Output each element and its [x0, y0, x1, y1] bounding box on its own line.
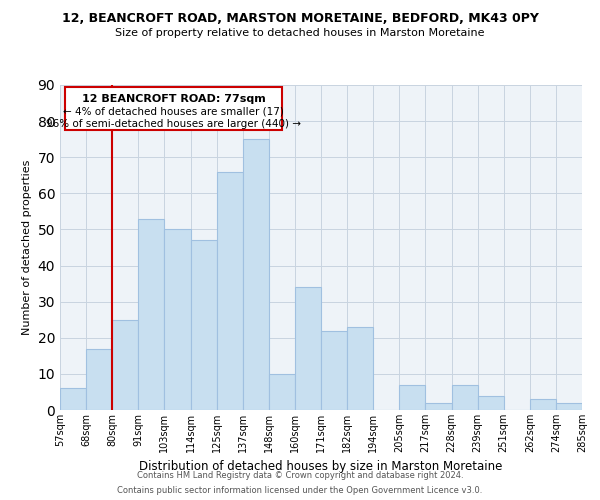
- Bar: [478, 396, 504, 410]
- X-axis label: Distribution of detached houses by size in Marston Moretaine: Distribution of detached houses by size …: [139, 460, 503, 473]
- Bar: [217, 172, 243, 410]
- Bar: [269, 374, 295, 410]
- Bar: [400, 384, 425, 410]
- Bar: [243, 139, 269, 410]
- Bar: [164, 230, 191, 410]
- Text: Contains public sector information licensed under the Open Government Licence v3: Contains public sector information licen…: [118, 486, 482, 495]
- Text: Contains HM Land Registry data © Crown copyright and database right 2024.: Contains HM Land Registry data © Crown c…: [137, 471, 463, 480]
- Text: 96% of semi-detached houses are larger (440) →: 96% of semi-detached houses are larger (…: [46, 120, 301, 130]
- Bar: [139, 218, 164, 410]
- FancyBboxPatch shape: [65, 87, 282, 130]
- Bar: [86, 348, 112, 410]
- Bar: [295, 287, 321, 410]
- Bar: [321, 330, 347, 410]
- Bar: [60, 388, 86, 410]
- Bar: [556, 403, 582, 410]
- Bar: [425, 403, 452, 410]
- Bar: [452, 384, 478, 410]
- Y-axis label: Number of detached properties: Number of detached properties: [22, 160, 32, 335]
- Bar: [112, 320, 139, 410]
- Text: 12, BEANCROFT ROAD, MARSTON MORETAINE, BEDFORD, MK43 0PY: 12, BEANCROFT ROAD, MARSTON MORETAINE, B…: [62, 12, 538, 26]
- Bar: [530, 399, 556, 410]
- Text: Size of property relative to detached houses in Marston Moretaine: Size of property relative to detached ho…: [115, 28, 485, 38]
- Bar: [191, 240, 217, 410]
- Text: ← 4% of detached houses are smaller (17): ← 4% of detached houses are smaller (17): [63, 106, 284, 117]
- Bar: [347, 327, 373, 410]
- Text: 12 BEANCROFT ROAD: 77sqm: 12 BEANCROFT ROAD: 77sqm: [82, 94, 265, 104]
